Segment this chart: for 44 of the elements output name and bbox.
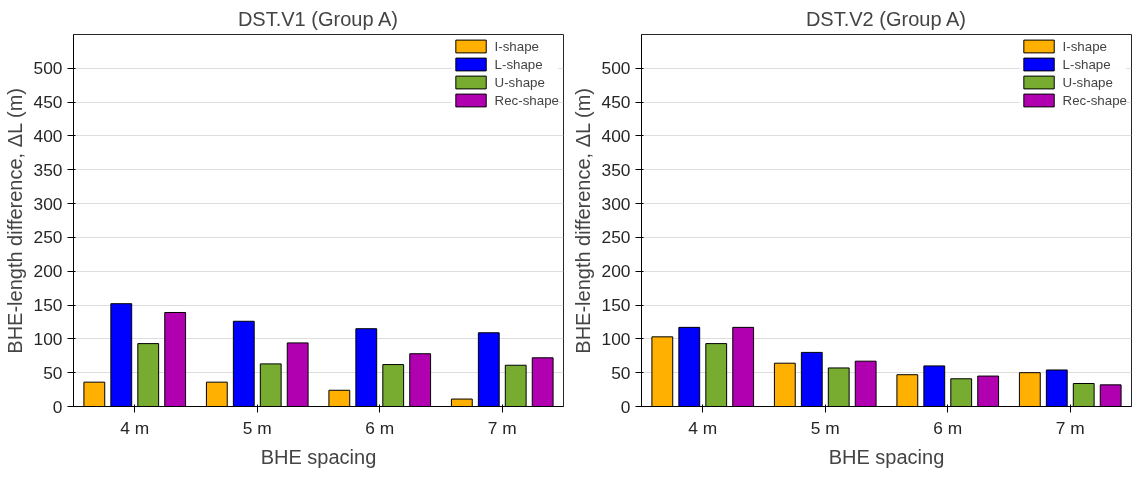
legend-label: I-shape <box>494 38 539 54</box>
chart-title: DST.V2 (Group A) <box>805 7 966 30</box>
legend-label: L-shape <box>494 56 543 72</box>
y-tick-label: 500 <box>33 58 63 79</box>
y-tick-label: 200 <box>601 261 631 282</box>
y-tick-label: 0 <box>620 396 631 417</box>
y-tick-label: 150 <box>601 295 631 316</box>
y-tick-label: 100 <box>601 328 631 349</box>
x-tick-label: 7 m <box>1055 417 1085 438</box>
x-tick-label: 7 m <box>487 417 517 438</box>
y-tick-label: 450 <box>33 92 63 113</box>
chart-title: DST.V1 (Group A) <box>237 7 398 30</box>
y-tick-label: 300 <box>33 193 63 214</box>
y-tick-label: 300 <box>601 193 631 214</box>
y-tick-label: 250 <box>33 227 63 248</box>
y-tick-label: 450 <box>601 92 631 113</box>
legend-label: Rec-shape <box>1062 92 1127 108</box>
y-tick-label: 150 <box>33 295 63 316</box>
y-tick-label: 500 <box>601 58 631 79</box>
y-tick-label: 250 <box>601 227 631 248</box>
legend-label: Rec-shape <box>494 92 559 108</box>
x-tick-label: 6 m <box>933 417 963 438</box>
legend-label: U-shape <box>1062 74 1113 90</box>
y-tick-label: 0 <box>52 396 63 417</box>
x-tick-label: 6 m <box>365 417 395 438</box>
legend-label: U-shape <box>494 74 545 90</box>
y-tick-label: 400 <box>33 125 63 146</box>
legend-label: L-shape <box>1062 56 1111 72</box>
y-tick-label: 50 <box>611 362 631 383</box>
x-tick-label: 5 m <box>242 417 272 438</box>
x-tick-label: 4 m <box>688 417 718 438</box>
y-tick-label: 350 <box>33 159 63 180</box>
y-tick-label: 400 <box>601 125 631 146</box>
legend-label: I-shape <box>1062 38 1107 54</box>
y-axis-title: BHE-length difference, ΔL (m) <box>571 88 594 354</box>
y-tick-label: 100 <box>33 328 63 349</box>
y-tick-label: 200 <box>33 261 63 282</box>
y-axis-title: BHE-length difference, ΔL (m) <box>3 88 26 354</box>
x-tick-label: 5 m <box>810 417 840 438</box>
x-axis-title: BHE spacing <box>828 445 945 468</box>
y-tick-label: 50 <box>43 362 63 383</box>
x-tick-label: 4 m <box>120 417 150 438</box>
x-axis-title: BHE spacing <box>260 445 377 468</box>
y-tick-label: 350 <box>601 159 631 180</box>
